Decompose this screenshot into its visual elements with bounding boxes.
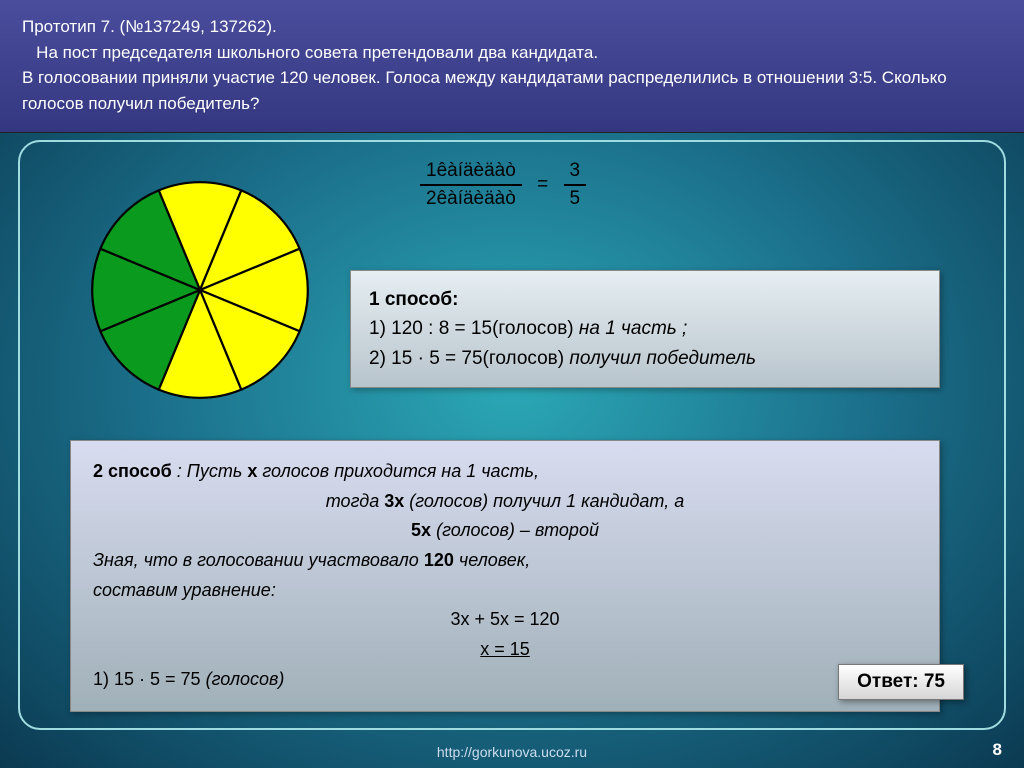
method2-text: (голосов) – второй [436,520,599,540]
method1-step: 1) 120 : 8 = 15(голосов) [369,318,579,339]
method2-text: (голосов) получил 1 кандидат, а [409,491,684,511]
frac-denominator: 2êàíäèäàò [420,184,522,210]
pie-chart [90,180,310,400]
method2-result: 1) 15 · 5 = 75 [93,669,206,689]
method2-var: х [247,461,257,481]
method2-equation: 3х + 5х = 120 [93,605,917,635]
frac-denominator: 5 [564,184,587,210]
page-number: 8 [993,740,1002,760]
method2-result-note: (голосов) [206,669,285,689]
method-1-box: 1 способ: 1) 120 : 8 = 15(голосов) на 1 … [350,270,940,388]
method2-num: 120 [424,550,454,570]
frac-numerator: 3 [564,160,587,184]
header-line: Прототип 7. (№137249, 137262). [22,14,1002,40]
method2-text: тогда [326,491,384,511]
answer-box: Ответ: 75 [838,664,964,700]
footer-url: http://gorkunova.ucoz.ru [0,744,1024,760]
method1-note: на 1 часть ; [579,318,687,339]
method2-title: 2 способ [93,461,172,481]
method2-var: 3х [384,491,404,511]
header-line: В голосовании приняли участие 120 челове… [22,65,1002,116]
method1-note: получил победитель [569,348,756,369]
method2-text: составим уравнение: [93,576,917,606]
equals-sign: = [537,174,548,195]
header-line: На пост председателя школьного совета пр… [22,40,1002,66]
method1-title: 1 способ: [369,289,458,310]
method2-text: Зная, что в голосовании участвовало [93,550,424,570]
method1-step: 2) 15 · 5 = 75(голосов) [369,348,569,369]
method2-text: : Пусть [177,461,248,481]
method-2-box: 2 способ : Пусть х голосов приходится на… [70,440,940,712]
frac-numerator: 1êàíäèäàò [420,160,522,184]
method2-var: 5х [411,520,431,540]
ratio-formula: 1êàíäèäàò 2êàíäèäàò = 3 5 [420,160,586,210]
method2-equation: х = 15 [93,635,917,665]
method2-text: человек, [459,550,530,570]
method2-text: голосов приходится на 1 часть, [262,461,539,481]
slide-header: Прототип 7. (№137249, 137262). На пост п… [0,0,1024,133]
